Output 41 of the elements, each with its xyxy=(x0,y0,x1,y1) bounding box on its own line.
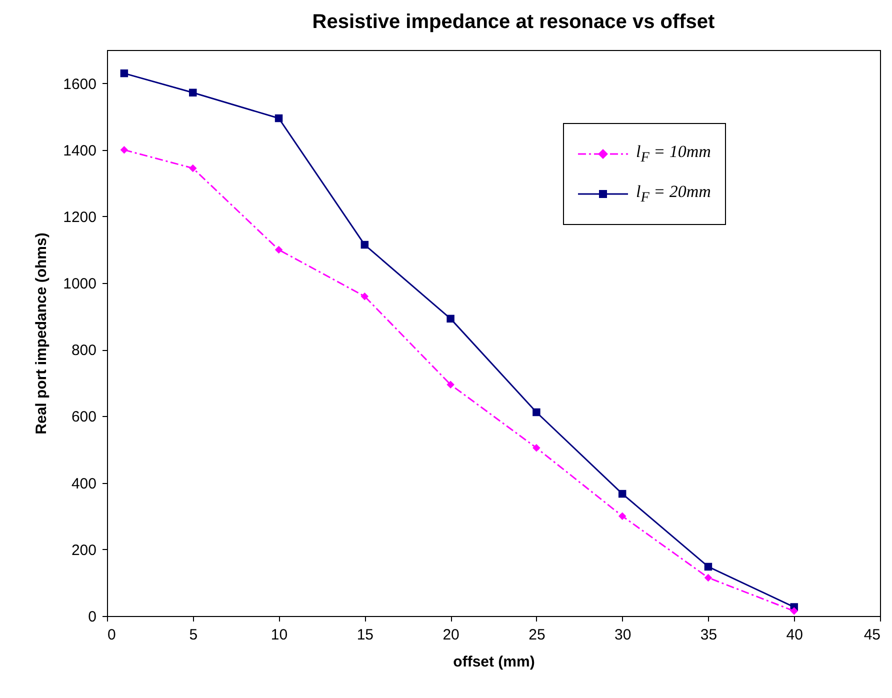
y-tick-label: 0 xyxy=(88,608,96,626)
point xyxy=(446,380,454,388)
point xyxy=(189,164,197,172)
x-axis-title: offset (mm) xyxy=(453,654,535,670)
point xyxy=(120,146,128,154)
point xyxy=(532,444,540,452)
y-tick-label: 400 xyxy=(71,475,96,492)
y-tick-label: 200 xyxy=(71,542,96,559)
x-tick-label: 20 xyxy=(442,626,460,644)
point xyxy=(618,490,626,498)
y-tick-label: 800 xyxy=(71,342,96,360)
point xyxy=(360,240,369,249)
y-tick-label: 1400 xyxy=(63,142,96,160)
y-tick-label: 600 xyxy=(71,408,96,426)
point xyxy=(532,408,540,416)
x-tick-label: 30 xyxy=(614,626,632,644)
x-tick-label: 0 xyxy=(108,626,116,644)
x-tick-label: 5 xyxy=(189,626,198,644)
y-tick-label: 1600 xyxy=(63,76,96,93)
point xyxy=(790,607,798,615)
y-tick-label: 1000 xyxy=(63,276,96,293)
point xyxy=(274,246,283,254)
point xyxy=(446,314,454,323)
x-tick-label: 45 xyxy=(864,626,880,644)
x-tick-label: 25 xyxy=(528,626,546,644)
point xyxy=(704,562,712,571)
y-axis-title: Real port impedance (ohms) xyxy=(33,232,50,434)
x-tick-label: 35 xyxy=(700,626,718,644)
point xyxy=(189,88,197,96)
legend-label: l$_{F}$ = 10mm xyxy=(636,142,711,166)
point xyxy=(704,574,712,582)
y-tick-label: 1200 xyxy=(63,208,96,226)
x-tick-label: 10 xyxy=(270,626,288,644)
chart-title: Resistive impedance at resonace vs offset xyxy=(312,11,716,33)
point xyxy=(618,512,626,520)
point xyxy=(274,114,283,122)
x-tick-label: 15 xyxy=(356,626,374,644)
legend-label: l$_{F}$ = 20mm xyxy=(636,182,711,206)
point xyxy=(360,292,369,300)
point xyxy=(120,69,128,78)
x-tick-label: 40 xyxy=(786,626,803,644)
